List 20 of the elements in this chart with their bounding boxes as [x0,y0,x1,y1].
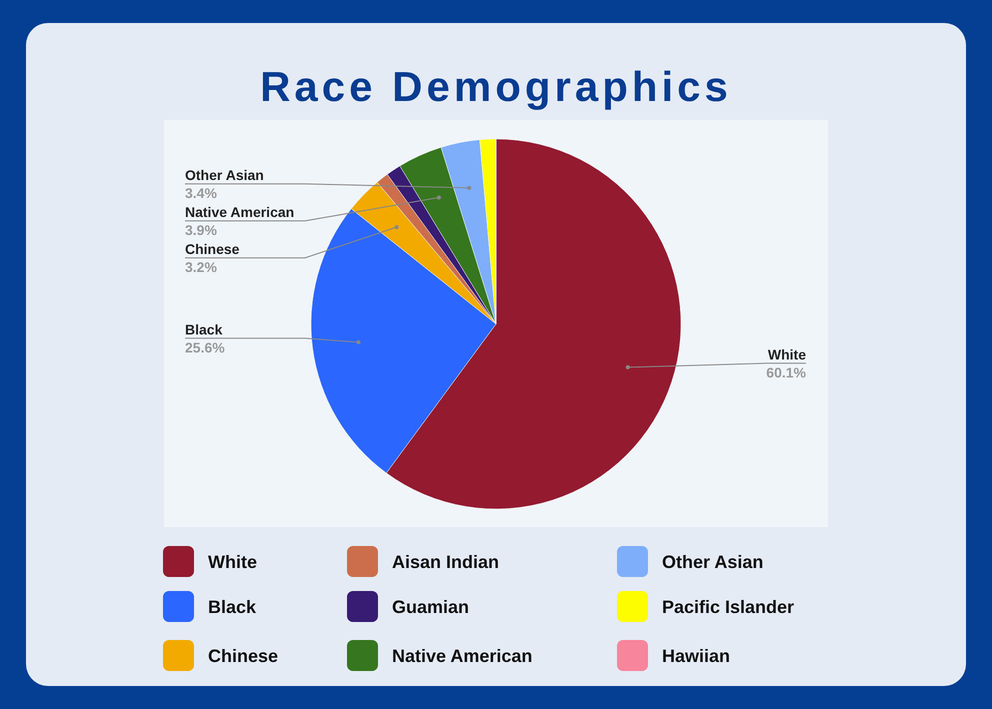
data-label: 60.1% [766,364,807,380]
legend-label: Aisan Indian [392,552,500,572]
slice-label: Chinese [185,240,240,257]
slice-label: White [768,346,806,362]
legend-label: Hawiian [662,646,730,666]
chart-title: Race Demographics [260,63,732,110]
slice-label: Native American [185,204,294,220]
legend-label: Black [208,597,258,617]
legend-label: Native American [392,646,532,666]
data-label: 3.4% [185,184,218,201]
slice-label: Other Asian [185,166,264,183]
data-label: 25.6% [185,339,226,356]
legend-label: White [208,552,257,572]
legend-label: Pacific Islander [662,597,794,617]
legend-label: Guamian [392,597,470,617]
data-label: 3.2% [185,258,218,275]
slice-label: Black [185,321,223,338]
legend-label: Other Asian [662,552,764,572]
data-label: 3.9% [185,222,218,238]
legend-label: Chinese [208,646,278,666]
